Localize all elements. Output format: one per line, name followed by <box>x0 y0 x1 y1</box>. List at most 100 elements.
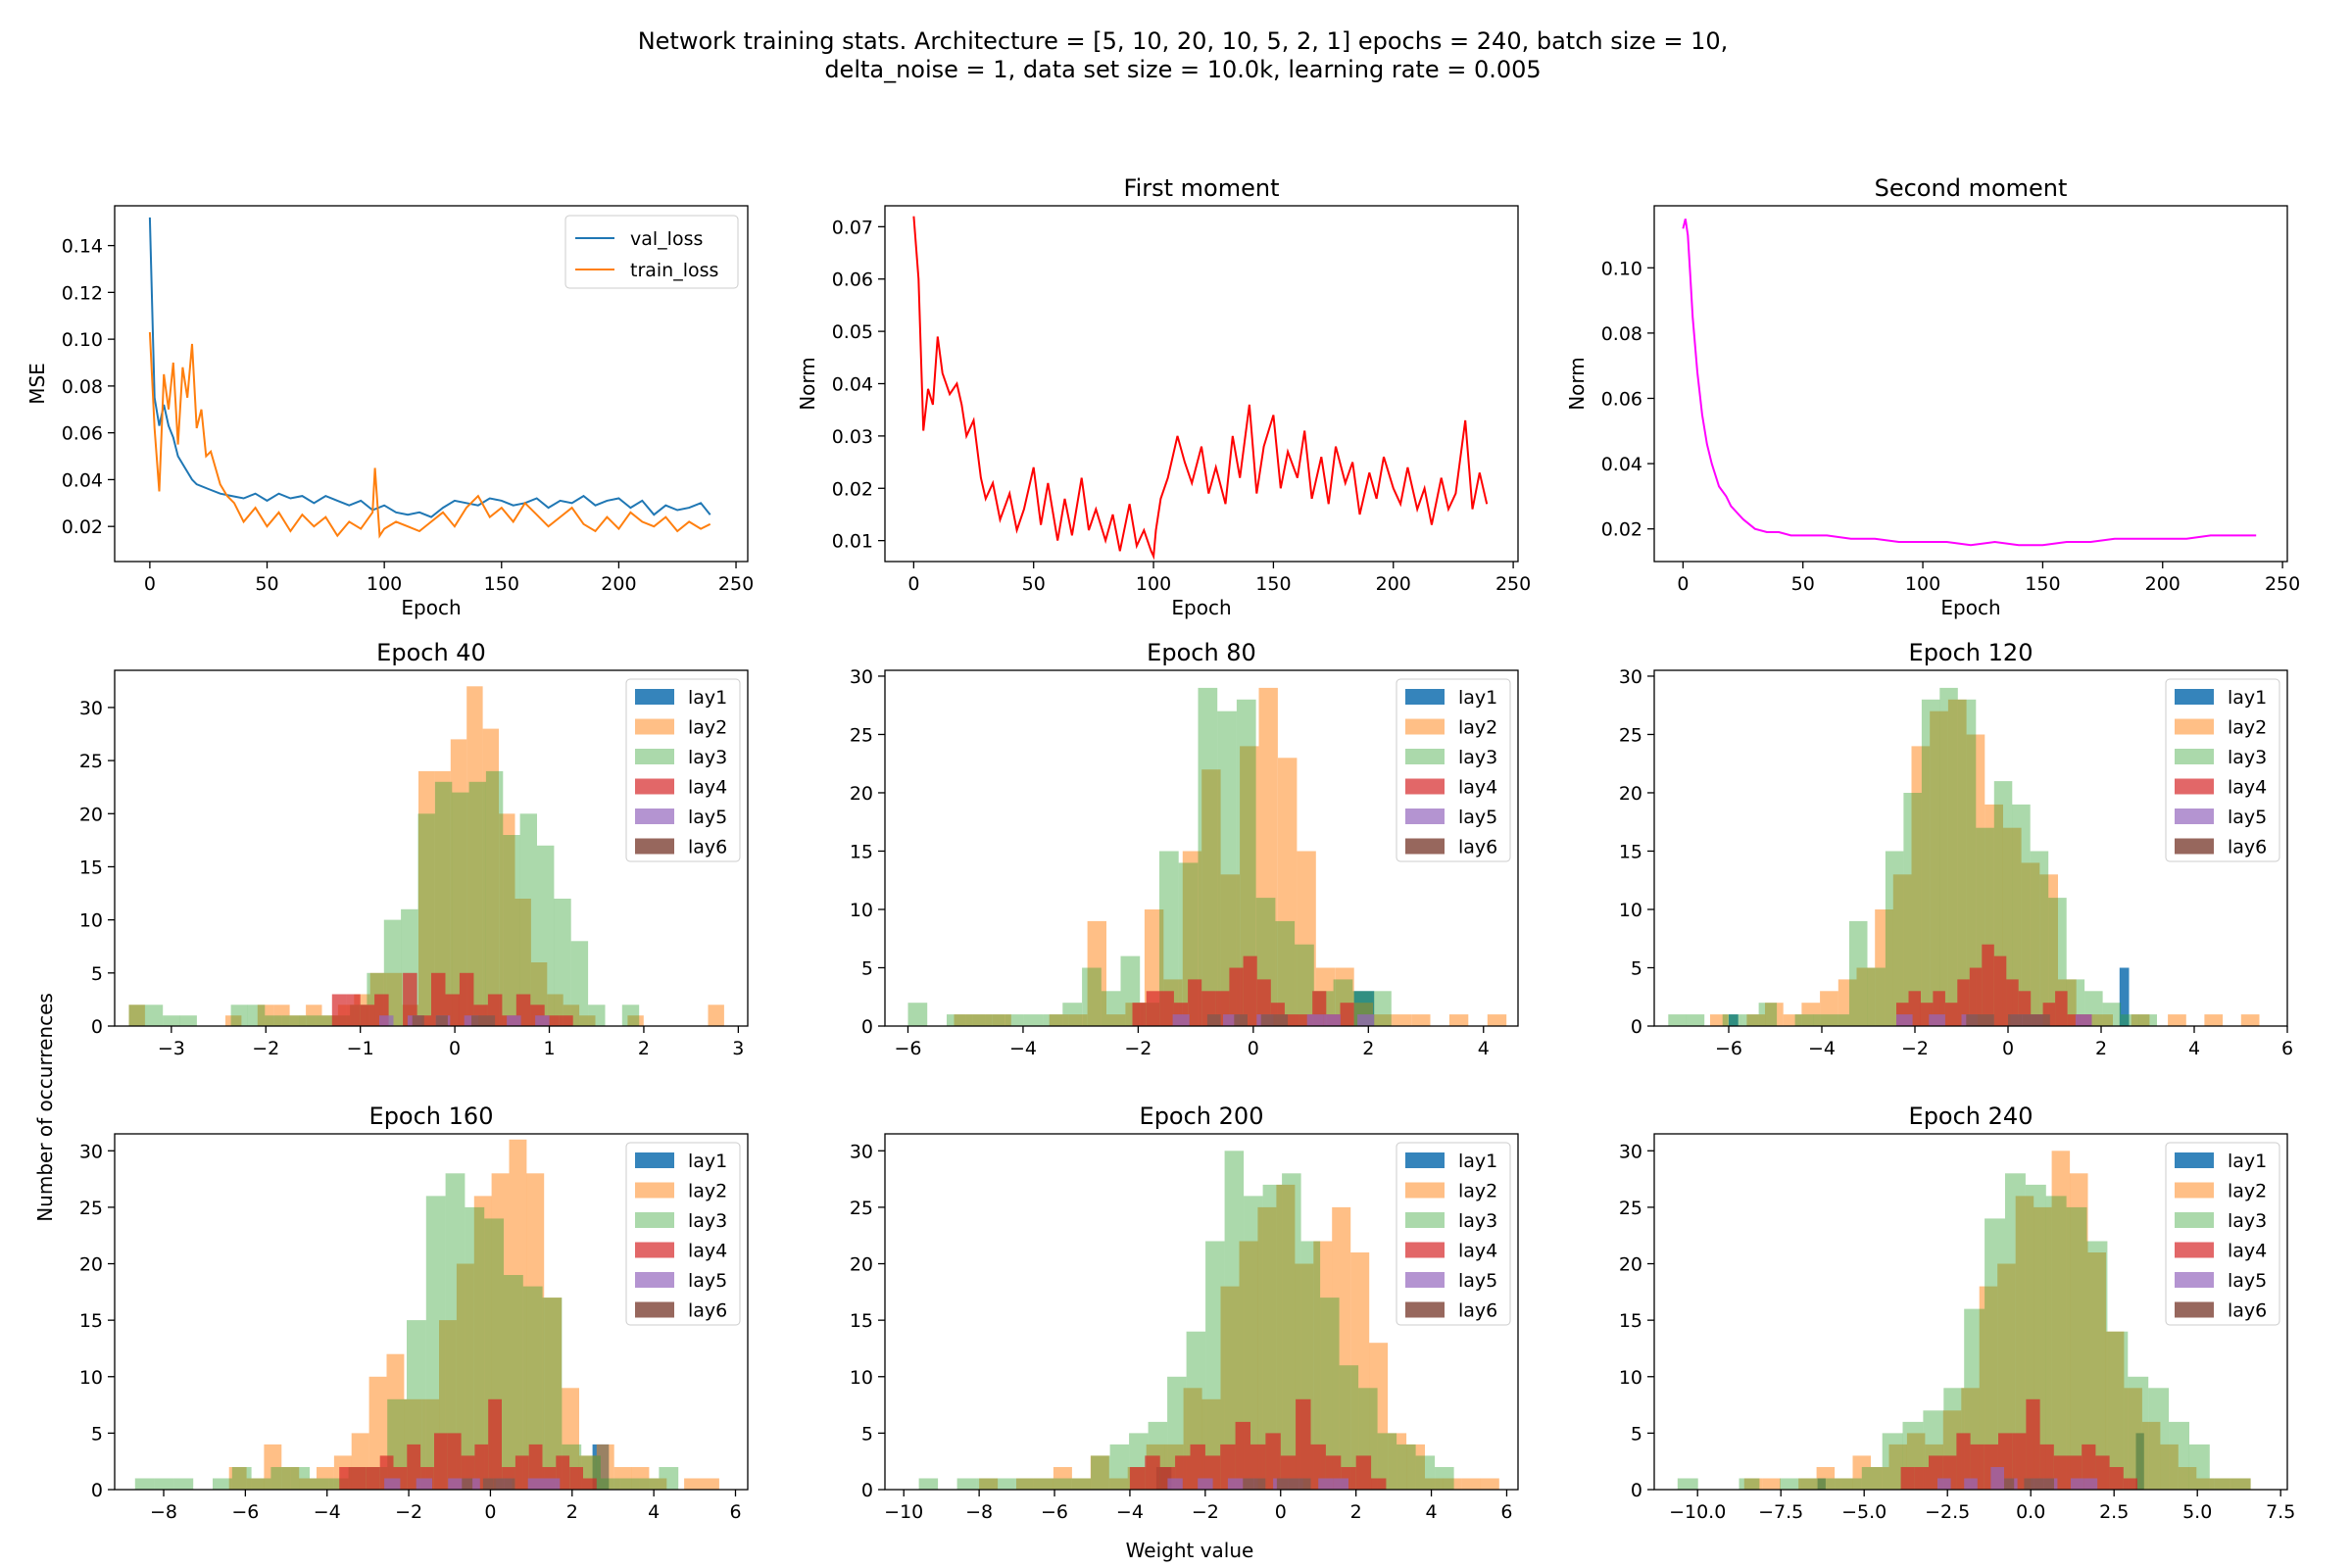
hist-bar-lay5 <box>1937 1478 1951 1490</box>
hist-bar-lay6 <box>1276 1478 1289 1490</box>
hist-bar-lay2 <box>2070 1173 2088 1490</box>
y-tick-label: 0 <box>861 1480 873 1501</box>
y-axis-label: MSE <box>25 363 49 405</box>
legend-label-lay3: lay3 <box>1458 1210 1497 1232</box>
hist-bar-lay2 <box>1892 874 1912 1026</box>
hist-bar-lay4 <box>2012 1433 2027 1490</box>
x-tick-label: 150 <box>2025 573 2060 595</box>
hist-bar-lay4 <box>1900 1467 1915 1490</box>
hist-bar-lay3 <box>230 1004 248 1026</box>
hist-bar-lay4 <box>474 1444 489 1490</box>
hist-bar-lay4 <box>447 1433 462 1490</box>
hist-bar-lay6 <box>1274 1014 1289 1026</box>
y-tick-label: 15 <box>1619 841 1642 862</box>
hist-bar-lay2 <box>1276 1184 1296 1490</box>
hist-bar-lay2 <box>1875 909 1893 1026</box>
y-tick-label: 30 <box>850 1141 873 1162</box>
x-tick-label: 0 <box>2002 1038 2014 1059</box>
hist-bar-lay6 <box>482 1478 494 1490</box>
hist-bar-lay2 <box>246 1478 265 1490</box>
plot-area <box>1668 687 2260 1026</box>
hist-bar-lay3 <box>310 1478 329 1490</box>
hist-bar-lay3 <box>2128 1376 2149 1490</box>
hist-bar-lay4 <box>2067 1014 2081 1026</box>
hist-bar-lay2 <box>264 1444 282 1490</box>
hist-bar-lay3 <box>1903 793 1922 1026</box>
subplot-9: −10.0 −7.5 −5.0 −2.5 0.0 2.5 5.0 7.5 0 5 10 15 20 25 3… <box>1619 1102 2295 1523</box>
hist-bar-lay2 <box>299 1478 317 1490</box>
plot-area <box>907 687 1507 1026</box>
hist-bar-lay4 <box>1982 944 1994 1026</box>
x-tick-label: 2 <box>638 1038 650 1059</box>
subplot-title: Epoch 120 <box>1909 639 2034 666</box>
hist-bar-lay4 <box>2039 1444 2054 1490</box>
hist-bar-lay4 <box>1159 991 1174 1026</box>
hist-bar-lay4 <box>1145 1455 1160 1490</box>
hist-bar-lay5 <box>416 1478 432 1490</box>
subplot-grid: 0 50 100 150 200 2500.020.040.060.080.100.120… <box>25 174 2300 1523</box>
hist-bar-lay3 <box>1984 1218 2005 1490</box>
series-line-series-1 <box>912 216 1489 561</box>
x-tick-label: 3 <box>732 1038 744 1059</box>
y-tick-label: 5 <box>861 957 873 979</box>
y-tick-label: 25 <box>850 724 873 746</box>
hist-bar-lay6 <box>2035 1014 2050 1026</box>
x-tick-label: 4 <box>2188 1038 2200 1059</box>
hist-bar-lay2 <box>1406 1444 1425 1490</box>
x-tick-label: −4 <box>1116 1501 1144 1523</box>
hist-bar-lay2 <box>1392 1014 1411 1026</box>
legend-swatch-lay4 <box>2175 1242 2214 1258</box>
hist-bar-lay3 <box>1921 699 1940 1026</box>
hist-bar-lay3 <box>2209 1478 2230 1490</box>
legend-swatch-lay6 <box>1405 838 1445 855</box>
hist-bar-lay2 <box>627 1015 644 1026</box>
hist-bar-lay3 <box>270 1467 291 1490</box>
y-axis-label: Norm <box>796 357 819 411</box>
legend-swatch-lay6 <box>2175 838 2214 855</box>
legend-swatch-lay6 <box>635 838 674 855</box>
x-tick-label: −6 <box>894 1038 921 1059</box>
legend-label-lay2: lay2 <box>2228 1181 2267 1202</box>
x-tick-label: 200 <box>601 573 636 595</box>
legend-label-lay6: lay6 <box>1458 1300 1497 1322</box>
y-tick-label: 5 <box>91 963 103 985</box>
y-tick-label: 25 <box>1619 724 1642 746</box>
y-tick-label: 0.10 <box>1601 258 1642 279</box>
legend-swatch-lay6 <box>2175 1301 2214 1318</box>
hist-bar-lay3 <box>1071 1478 1092 1490</box>
y-tick-label: 5 <box>861 1423 873 1445</box>
hist-bar-lay3 <box>542 1298 563 1490</box>
shared-y-label: Number of occurrences <box>33 993 57 1222</box>
legend-label-lay3: lay3 <box>688 747 727 768</box>
legend-label-lay5: lay5 <box>2228 807 2267 828</box>
hist-bar-lay3 <box>1794 1014 1814 1026</box>
hist-bar-lay2 <box>544 1298 563 1490</box>
hist-bar-lay2 <box>2214 1478 2233 1490</box>
hist-bar-lay2 <box>1783 1014 1802 1026</box>
x-tick-label: 7.5 <box>2266 1501 2295 1523</box>
hist-bar-lay2 <box>2002 827 2022 1026</box>
hist-bar-lay4 <box>1265 1433 1281 1490</box>
hist-bar-lay4 <box>2082 1444 2096 1490</box>
hist-bar-lay4 <box>1285 1014 1299 1026</box>
hist-bar-lay4 <box>1956 1433 1971 1490</box>
hist-bar-lay3 <box>1091 1455 1110 1490</box>
hist-bar-lay2 <box>228 1467 247 1490</box>
x-tick-label: 6 <box>729 1501 741 1523</box>
hist-bar-lay2 <box>321 1015 338 1026</box>
hist-bar-lay3 <box>1396 1444 1416 1490</box>
legend-swatch-lay2 <box>1405 718 1445 735</box>
hist-bar-lay5 <box>2071 1478 2084 1490</box>
y-tick-label: 0.06 <box>832 270 873 291</box>
hist-bar-lay3 <box>2230 1478 2251 1490</box>
x-tick-label: 150 <box>1255 573 1291 595</box>
legend-swatch-lay4 <box>1405 1242 1445 1258</box>
hist-bar-lay3 <box>1882 1433 1903 1490</box>
x-tick-label: 250 <box>718 573 754 595</box>
hist-bar-lay2 <box>596 1444 614 1490</box>
hist-bar-lay3 <box>1244 1196 1263 1490</box>
hist-bar-lay3 <box>619 1478 640 1490</box>
y-tick-label: 0.14 <box>62 236 103 258</box>
hist-bar-lay3 <box>1813 1014 1832 1026</box>
